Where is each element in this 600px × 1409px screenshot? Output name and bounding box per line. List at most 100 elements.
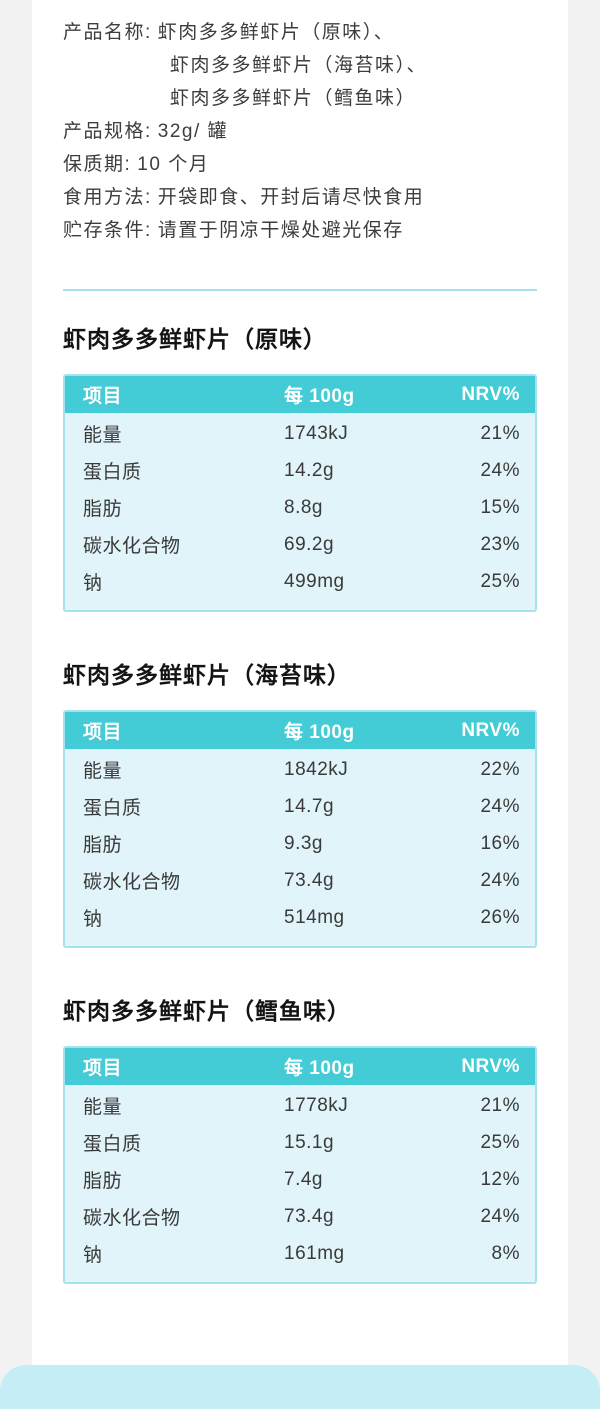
info-row-usage: 食用方法: 开袋即食、开封后请尽快食用 [63, 181, 537, 214]
flavor-title: 虾肉多多鲜虾片（海苔味） [63, 662, 351, 688]
product-info-block: 产品名称: 虾肉多多鲜虾片（原味）、 虾肉多多鲜虾片（海苔味）、 虾肉多多鲜虾片（… [63, 0, 537, 247]
nutrition-table-header: 项目 每 100g NRV% [65, 1048, 535, 1085]
nutrient-name: 钠 [83, 1245, 103, 1266]
nutrition-table-header: 项目 每 100g NRV% [65, 712, 535, 749]
col-header-item: 项目 [83, 722, 123, 743]
nutrient-amount: 15.1g [284, 1131, 335, 1153]
nutrient-name: 脂肪 [83, 1171, 123, 1192]
info-value: 开袋即食、开封后请尽快食用 [157, 187, 425, 208]
table-row: 脂肪 8.8g 15% [65, 489, 535, 526]
nutrient-nrv: 22% [480, 758, 520, 780]
nutrient-name: 钠 [83, 573, 103, 594]
col-header-per-100g: 每 100g [284, 1058, 355, 1079]
nutrient-nrv: 24% [480, 795, 520, 817]
flavor-section-seaweed: 虾肉多多鲜虾片（海苔味） 项目 每 100g NRV% 能量 1842kJ 22… [63, 660, 537, 948]
table-row: 钠 514mg 26% [65, 899, 535, 936]
nutrient-amount: 1743kJ [284, 422, 349, 444]
nutrient-name: 能量 [83, 761, 123, 782]
nutrient-nrv: 8% [491, 1242, 520, 1264]
nutrient-amount: 9.3g [284, 832, 323, 854]
footer-rounded-panel [0, 1365, 600, 1409]
info-value-continuation: 虾肉多多鲜虾片（海苔味）、 [170, 55, 428, 76]
nutrient-nrv: 25% [480, 570, 520, 592]
info-row-spec: 产品规格: 32g/ 罐 [63, 115, 537, 148]
table-row: 蛋白质 15.1g 25% [65, 1124, 535, 1161]
nutrient-name: 能量 [83, 425, 123, 446]
nutrition-table-body: 能量 1842kJ 22% 蛋白质 14.7g 24% 脂肪 9.3g [65, 749, 535, 946]
nutrient-name: 钠 [83, 909, 103, 930]
nutrient-amount: 1842kJ [284, 758, 349, 780]
info-value: 虾肉多多鲜虾片（原味）、 [157, 22, 395, 43]
flavor-title: 虾肉多多鲜虾片（鳕鱼味） [63, 998, 351, 1024]
col-header-nrv: NRV% [461, 383, 520, 405]
nutrition-table: 项目 每 100g NRV% 能量 1778kJ 21% 蛋白质 15.1g [63, 1046, 537, 1284]
table-row: 能量 1778kJ 21% [65, 1087, 535, 1124]
info-label: 食用方法: [63, 187, 152, 208]
nutrition-table: 项目 每 100g NRV% 能量 1743kJ 21% 蛋白质 14.2g [63, 374, 537, 612]
flavor-section-cod: 虾肉多多鲜虾片（鳕鱼味） 项目 每 100g NRV% 能量 1778kJ 21… [63, 996, 537, 1284]
col-header-nrv: NRV% [461, 719, 520, 741]
nutrient-amount: 73.4g [284, 869, 335, 891]
info-row-storage: 贮存条件: 请置于阴凉干燥处避光保存 [63, 214, 537, 247]
section-divider [63, 289, 537, 291]
info-label: 保质期: [63, 154, 132, 175]
nutrient-amount: 1778kJ [284, 1094, 349, 1116]
table-row: 碳水化合物 73.4g 24% [65, 1198, 535, 1235]
info-label: 贮存条件: [63, 220, 152, 241]
info-value: 10 个月 [137, 154, 210, 175]
table-row: 蛋白质 14.7g 24% [65, 788, 535, 825]
nutrition-table-body: 能量 1743kJ 21% 蛋白质 14.2g 24% 脂肪 8.8g [65, 413, 535, 610]
nutrient-name: 碳水化合物 [83, 536, 181, 557]
table-row: 钠 161mg 8% [65, 1235, 535, 1272]
table-row: 脂肪 7.4g 12% [65, 1161, 535, 1198]
nutrient-amount: 161mg [284, 1242, 345, 1264]
nutrition-table-header: 项目 每 100g NRV% [65, 376, 535, 413]
content-card: 产品名称: 虾肉多多鲜虾片（原味）、 虾肉多多鲜虾片（海苔味）、 虾肉多多鲜虾片（… [32, 0, 568, 1365]
flavor-title: 虾肉多多鲜虾片（原味） [63, 326, 327, 352]
col-header-nrv: NRV% [461, 1055, 520, 1077]
nutrient-nrv: 23% [480, 533, 520, 555]
nutrient-name: 碳水化合物 [83, 1208, 181, 1229]
nutrition-table: 项目 每 100g NRV% 能量 1842kJ 22% 蛋白质 14.7g [63, 710, 537, 948]
nutrient-nrv: 21% [480, 1094, 520, 1116]
nutrient-name: 蛋白质 [83, 1134, 142, 1155]
nutrition-table-body: 能量 1778kJ 21% 蛋白质 15.1g 25% 脂肪 7.4g [65, 1085, 535, 1282]
nutrient-amount: 14.2g [284, 459, 335, 481]
table-row: 能量 1743kJ 21% [65, 415, 535, 452]
nutrient-nrv: 24% [480, 869, 520, 891]
info-value: 32g/ 罐 [157, 121, 229, 142]
nutrient-nrv: 24% [480, 1205, 520, 1227]
col-header-item: 项目 [83, 1058, 123, 1079]
flavor-section-original: 虾肉多多鲜虾片（原味） 项目 每 100g NRV% 能量 1743kJ 21% [63, 324, 537, 612]
nutrient-nrv: 16% [480, 832, 520, 854]
nutrient-amount: 499mg [284, 570, 345, 592]
col-header-per-100g: 每 100g [284, 722, 355, 743]
table-row: 碳水化合物 73.4g 24% [65, 862, 535, 899]
table-row: 能量 1842kJ 22% [65, 751, 535, 788]
nutrient-nrv: 21% [480, 422, 520, 444]
info-row-shelf-life: 保质期: 10 个月 [63, 148, 537, 181]
info-label: 产品规格: [63, 121, 152, 142]
table-row: 钠 499mg 25% [65, 563, 535, 600]
nutrient-name: 能量 [83, 1097, 123, 1118]
nutrient-name: 脂肪 [83, 499, 123, 520]
info-value: 请置于阴凉干燥处避光保存 [157, 220, 404, 241]
nutrient-name: 蛋白质 [83, 462, 142, 483]
table-row: 碳水化合物 69.2g 23% [65, 526, 535, 563]
nutrient-nrv: 26% [480, 906, 520, 928]
nutrient-amount: 73.4g [284, 1205, 335, 1227]
nutrient-amount: 69.2g [284, 533, 335, 555]
nutrient-name: 碳水化合物 [83, 872, 181, 893]
col-header-per-100g: 每 100g [284, 386, 355, 407]
nutrient-name: 蛋白质 [83, 798, 142, 819]
nutrient-name: 脂肪 [83, 835, 123, 856]
table-row: 蛋白质 14.2g 24% [65, 452, 535, 489]
info-row-product-name: 产品名称: 虾肉多多鲜虾片（原味）、 [63, 16, 537, 49]
nutrient-nrv: 15% [480, 496, 520, 518]
table-row: 脂肪 9.3g 16% [65, 825, 535, 862]
col-header-item: 项目 [83, 386, 123, 407]
nutrient-nrv: 12% [480, 1168, 520, 1190]
info-label: 产品名称: [63, 22, 152, 43]
nutrient-amount: 7.4g [284, 1168, 323, 1190]
